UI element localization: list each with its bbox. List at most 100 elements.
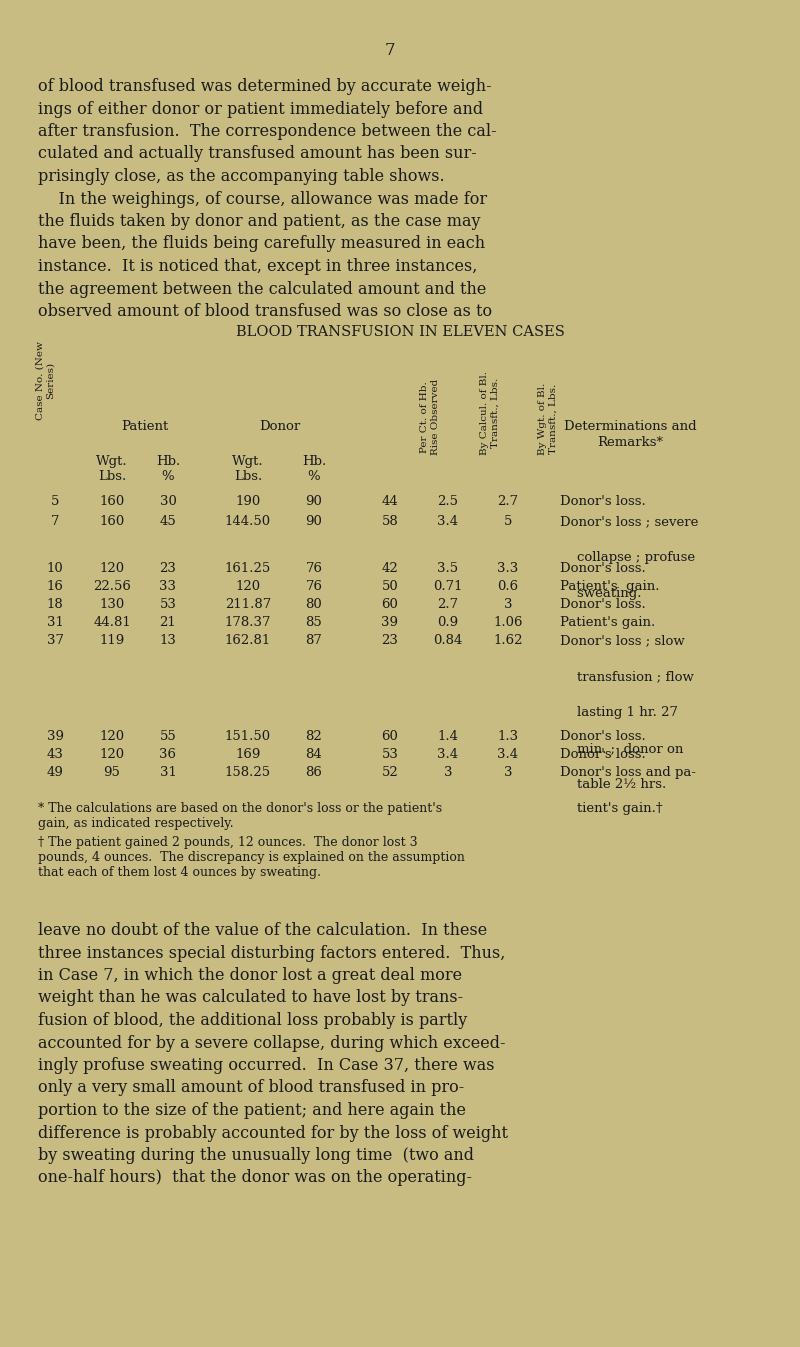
Text: 120: 120 bbox=[99, 748, 125, 761]
Text: Donor's loss.: Donor's loss. bbox=[560, 748, 646, 761]
Text: three instances special disturbing factors entered.  Thus,: three instances special disturbing facto… bbox=[38, 944, 506, 962]
Text: Donor: Donor bbox=[259, 420, 301, 432]
Text: Lbs.: Lbs. bbox=[98, 470, 126, 484]
Text: of blood transfused was determined by accurate weigh-: of blood transfused was determined by ac… bbox=[38, 78, 492, 96]
Text: 3.4: 3.4 bbox=[438, 748, 458, 761]
Text: 1.62: 1.62 bbox=[494, 634, 522, 647]
Text: fusion of blood, the additional loss probably is partly: fusion of blood, the additional loss pro… bbox=[38, 1012, 467, 1029]
Text: 3: 3 bbox=[504, 766, 512, 779]
Text: 53: 53 bbox=[159, 598, 177, 612]
Text: Lbs.: Lbs. bbox=[234, 470, 262, 484]
Text: 3.4: 3.4 bbox=[498, 748, 518, 761]
Text: Donor's loss ; slow: Donor's loss ; slow bbox=[560, 634, 685, 647]
Text: 60: 60 bbox=[382, 730, 398, 744]
Text: 3.5: 3.5 bbox=[438, 562, 458, 575]
Text: 1.3: 1.3 bbox=[498, 730, 518, 744]
Text: 5: 5 bbox=[51, 494, 59, 508]
Text: 7: 7 bbox=[50, 515, 59, 528]
Text: weight than he was calculated to have lost by trans-: weight than he was calculated to have lo… bbox=[38, 990, 463, 1006]
Text: 45: 45 bbox=[160, 515, 176, 528]
Text: 144.50: 144.50 bbox=[225, 515, 271, 528]
Text: 60: 60 bbox=[382, 598, 398, 612]
Text: 43: 43 bbox=[46, 748, 63, 761]
Text: Donor's loss and pa-: Donor's loss and pa- bbox=[560, 766, 696, 779]
Text: 119: 119 bbox=[99, 634, 125, 647]
Text: 86: 86 bbox=[306, 766, 322, 779]
Text: Donor's loss ; severe: Donor's loss ; severe bbox=[560, 515, 698, 528]
Text: 0.6: 0.6 bbox=[498, 581, 518, 593]
Text: 49: 49 bbox=[46, 766, 63, 779]
Text: 1.06: 1.06 bbox=[494, 616, 522, 629]
Text: 87: 87 bbox=[306, 634, 322, 647]
Text: Per Ct. of Hb.
Rise Observed: Per Ct. of Hb. Rise Observed bbox=[420, 379, 440, 455]
Text: 39: 39 bbox=[46, 730, 63, 744]
Text: 151.50: 151.50 bbox=[225, 730, 271, 744]
Text: 58: 58 bbox=[382, 515, 398, 528]
Text: 80: 80 bbox=[306, 598, 322, 612]
Text: min. ;  donor on: min. ; donor on bbox=[560, 742, 683, 756]
Text: 76: 76 bbox=[306, 562, 322, 575]
Text: after transfusion.  The correspondence between the cal-: after transfusion. The correspondence be… bbox=[38, 123, 497, 140]
Text: † The patient gained 2 pounds, 12 ounces.  The donor lost 3
pounds, 4 ounces.  T: † The patient gained 2 pounds, 12 ounces… bbox=[38, 836, 465, 880]
Text: %: % bbox=[162, 470, 174, 484]
Text: 161.25: 161.25 bbox=[225, 562, 271, 575]
Text: 169: 169 bbox=[235, 748, 261, 761]
Text: 160: 160 bbox=[99, 515, 125, 528]
Text: 120: 120 bbox=[99, 730, 125, 744]
Text: 160: 160 bbox=[99, 494, 125, 508]
Text: portion to the size of the patient; and here again the: portion to the size of the patient; and … bbox=[38, 1102, 466, 1119]
Text: 3: 3 bbox=[504, 598, 512, 612]
Text: 85: 85 bbox=[306, 616, 322, 629]
Text: lasting 1 hr. 27: lasting 1 hr. 27 bbox=[560, 706, 678, 719]
Text: ingly profuse sweating occurred.  In Case 37, there was: ingly profuse sweating occurred. In Case… bbox=[38, 1057, 494, 1074]
Text: 23: 23 bbox=[382, 634, 398, 647]
Text: by sweating during the unusually long time  (two and: by sweating during the unusually long ti… bbox=[38, 1148, 474, 1164]
Text: 162.81: 162.81 bbox=[225, 634, 271, 647]
Text: Hb.: Hb. bbox=[156, 455, 180, 467]
Text: 0.84: 0.84 bbox=[434, 634, 462, 647]
Text: 130: 130 bbox=[99, 598, 125, 612]
Text: transfusion ; flow: transfusion ; flow bbox=[560, 669, 694, 683]
Text: Donor's loss.: Donor's loss. bbox=[560, 562, 646, 575]
Text: 31: 31 bbox=[159, 766, 177, 779]
Text: the fluids taken by donor and patient, as the case may: the fluids taken by donor and patient, a… bbox=[38, 213, 481, 230]
Text: Patient's gain.: Patient's gain. bbox=[560, 616, 655, 629]
Text: Donor's loss.: Donor's loss. bbox=[560, 730, 646, 744]
Text: 3.3: 3.3 bbox=[498, 562, 518, 575]
Text: leave no doubt of the value of the calculation.  In these: leave no doubt of the value of the calcu… bbox=[38, 921, 487, 939]
Text: 55: 55 bbox=[160, 730, 176, 744]
Text: Wgt.: Wgt. bbox=[232, 455, 264, 467]
Text: Wgt.: Wgt. bbox=[96, 455, 128, 467]
Text: 0.9: 0.9 bbox=[438, 616, 458, 629]
Text: one-half hours)  that the donor was on the operating-: one-half hours) that the donor was on th… bbox=[38, 1169, 472, 1187]
Text: 95: 95 bbox=[103, 766, 121, 779]
Text: In the weighings, of course, allowance was made for: In the weighings, of course, allowance w… bbox=[38, 190, 487, 207]
Text: 16: 16 bbox=[46, 581, 63, 593]
Text: Patient's  gain.: Patient's gain. bbox=[560, 581, 659, 593]
Text: 37: 37 bbox=[46, 634, 63, 647]
Text: 0.71: 0.71 bbox=[434, 581, 462, 593]
Text: 120: 120 bbox=[99, 562, 125, 575]
Text: 10: 10 bbox=[46, 562, 63, 575]
Text: 18: 18 bbox=[46, 598, 63, 612]
Text: Remarks*: Remarks* bbox=[597, 436, 663, 449]
Text: 52: 52 bbox=[382, 766, 398, 779]
Text: 5: 5 bbox=[504, 515, 512, 528]
Text: only a very small amount of blood transfused in pro-: only a very small amount of blood transf… bbox=[38, 1079, 464, 1096]
Text: BLOOD TRANSFUSION IN ELEVEN CASES: BLOOD TRANSFUSION IN ELEVEN CASES bbox=[235, 325, 565, 339]
Text: difference is probably accounted for by the loss of weight: difference is probably accounted for by … bbox=[38, 1125, 508, 1141]
Text: 23: 23 bbox=[159, 562, 177, 575]
Text: 50: 50 bbox=[382, 581, 398, 593]
Text: tient's gain.†: tient's gain.† bbox=[560, 801, 662, 815]
Text: observed amount of blood transfused was so close as to: observed amount of blood transfused was … bbox=[38, 303, 492, 321]
Text: Donor's loss.: Donor's loss. bbox=[560, 598, 646, 612]
Text: Hb.: Hb. bbox=[302, 455, 326, 467]
Text: 2.7: 2.7 bbox=[438, 598, 458, 612]
Text: 53: 53 bbox=[382, 748, 398, 761]
Text: 3.4: 3.4 bbox=[438, 515, 458, 528]
Text: 44.81: 44.81 bbox=[93, 616, 131, 629]
Text: 190: 190 bbox=[235, 494, 261, 508]
Text: collapse ; profuse: collapse ; profuse bbox=[560, 551, 695, 564]
Text: 158.25: 158.25 bbox=[225, 766, 271, 779]
Text: instance.  It is noticed that, except in three instances,: instance. It is noticed that, except in … bbox=[38, 259, 478, 275]
